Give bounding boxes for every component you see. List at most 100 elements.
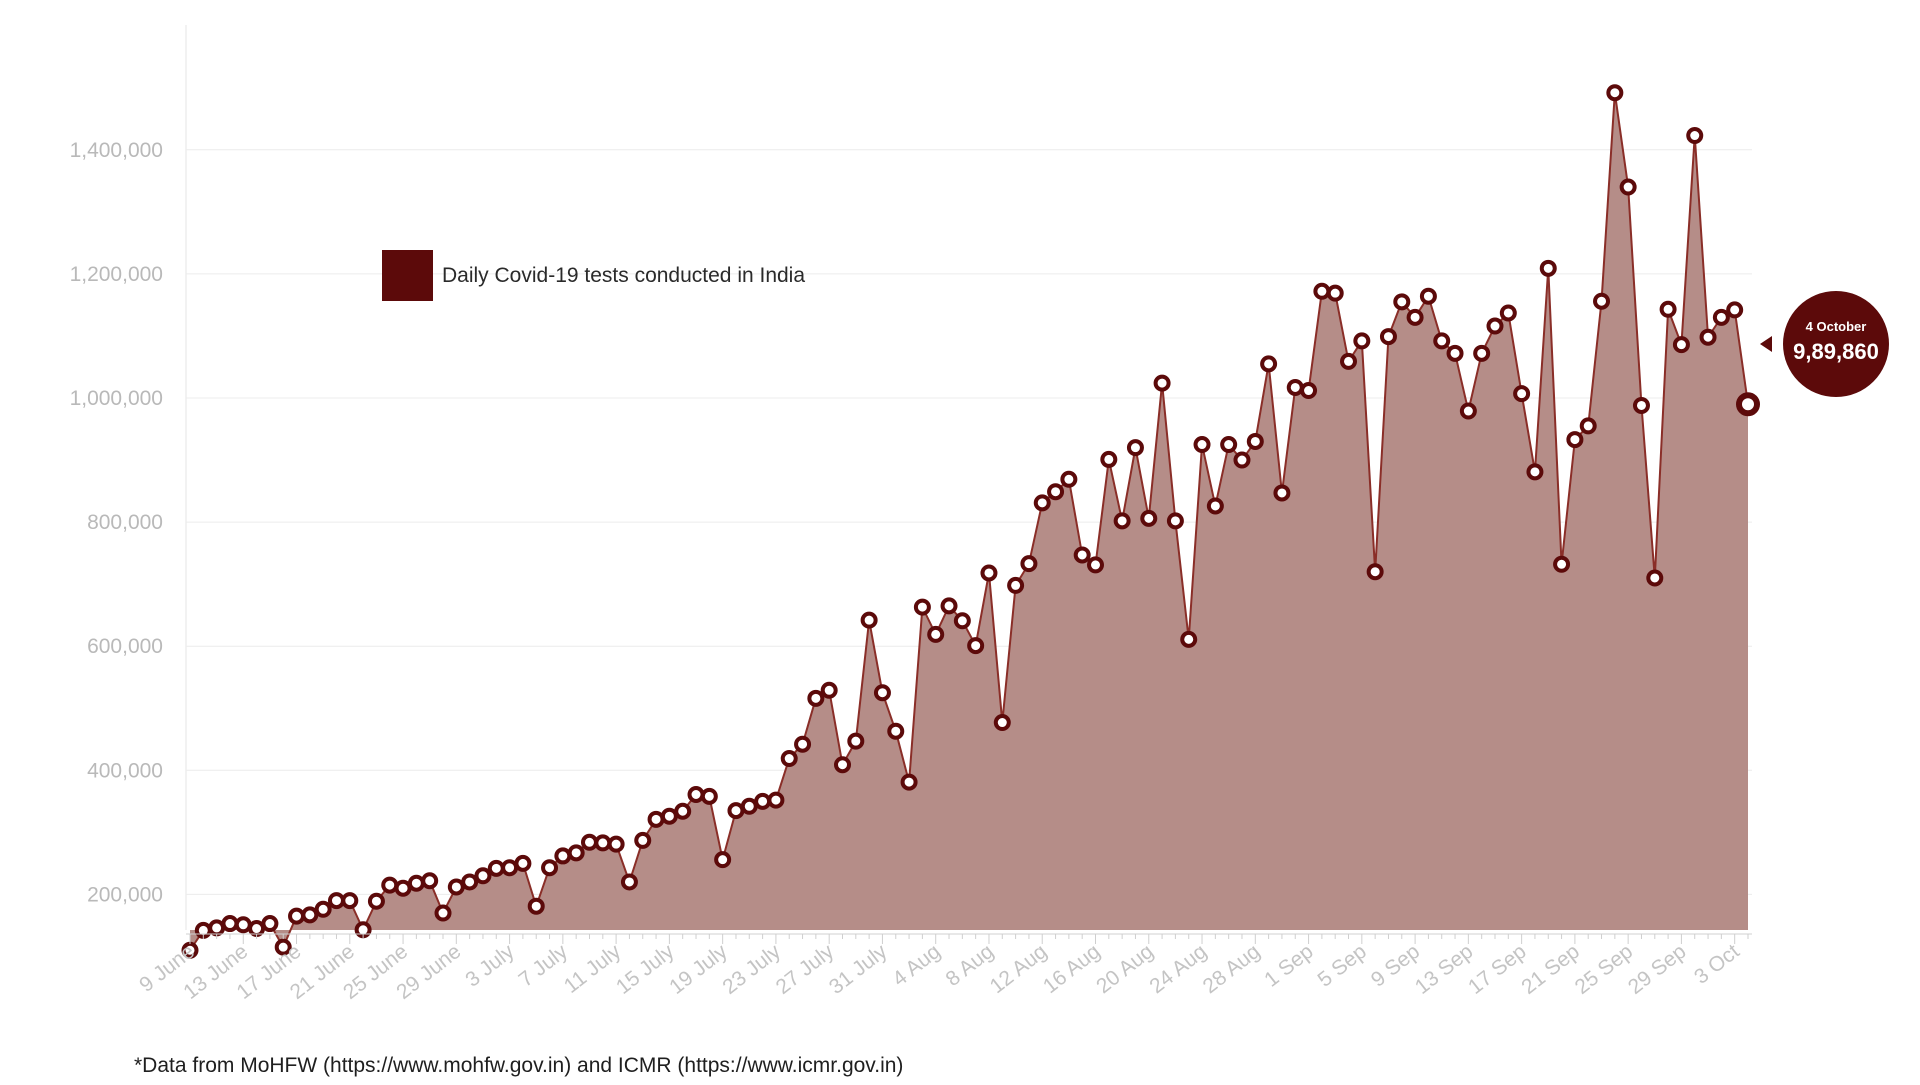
x-tick-label: 1 Sep [1260,940,1317,992]
data-point [1047,483,1065,501]
data-point [1060,470,1078,488]
data-point [1166,512,1184,530]
data-point [1513,385,1531,403]
x-tick-label: 31 July [825,940,892,999]
data-point [1566,431,1584,449]
data-point [1606,84,1624,102]
data-point [1712,308,1730,326]
data-point [794,735,812,753]
data-point [541,859,559,877]
x-tick-label: 4 Aug [888,940,945,991]
data-point [1007,576,1025,594]
data-point [1206,497,1224,515]
data-point [1100,450,1118,468]
data-point [1406,308,1424,326]
data-point [1246,432,1264,450]
data-point [1499,304,1517,322]
data-point [1180,630,1198,648]
data-point [580,833,598,851]
data-point [980,564,998,582]
data-point [900,773,918,791]
data-point [834,756,851,774]
y-tick-label: 1,000,000 [70,387,163,410]
series-line [189,92,1749,951]
data-point [1366,563,1384,581]
data-point [1260,355,1278,373]
data-point [1553,555,1571,573]
data-point [1473,344,1491,362]
x-tick-label: 13 Sep [1411,940,1478,999]
data-points [181,84,1760,959]
data-point [394,879,412,897]
data-point [674,802,692,820]
data-point [780,750,798,768]
data-point [940,597,958,615]
data-point [501,859,519,877]
data-point [607,835,625,853]
y-axis: 200,000 400,000 600,000 800,000 1,000,000 1,2… [70,139,163,907]
data-point [367,892,385,910]
legend-swatch [382,250,433,301]
callout-value: 9,89,860 [1793,339,1879,364]
x-tick-label: 3 Oct [1690,940,1744,989]
data-point [447,878,465,896]
data-point [288,907,306,925]
data-point [567,844,585,862]
data-point [1113,512,1131,530]
data-point [1672,336,1690,354]
data-point [381,876,399,894]
data-point [1433,332,1451,350]
x-tick-label: 21 Sep [1517,940,1584,999]
data-point [327,892,345,910]
data-point [527,897,545,915]
data-point [274,938,292,956]
x-tick-label: 5 Sep [1313,940,1370,992]
data-point [1087,556,1104,574]
legend: Daily Covid-19 tests conducted in India [382,250,805,301]
data-point [727,802,745,820]
x-tick-label: 28 Aug [1199,940,1265,998]
data-point [221,915,239,933]
data-point [248,920,266,938]
data-point [927,625,945,643]
data-point [660,807,678,825]
x-tick-label: 23 July [718,940,785,999]
x-tick-label: 24 Aug [1145,940,1211,998]
data-point [1233,451,1251,469]
data-point [1073,546,1091,564]
data-point [873,684,891,702]
data-point [234,916,252,934]
data-point [1193,436,1211,454]
data-point [461,873,479,891]
data-point [634,831,652,849]
data-point [1020,555,1038,573]
data-point [647,810,665,828]
data-point [301,906,319,924]
data-point [514,854,532,872]
data-point [754,792,772,810]
area-fill [190,92,1748,951]
data-point [1273,484,1291,502]
data-point [434,904,452,922]
data-point [740,797,758,815]
data-point [1526,463,1544,481]
source-footnote: *Data from MoHFW (https://www.mohfw.gov.… [134,1054,903,1077]
data-point [1326,284,1344,302]
data-point [261,915,279,933]
x-tick-label: 19 July [665,940,732,999]
x-tick-label: 12 Aug [986,940,1052,998]
data-point [1486,317,1504,335]
data-point [1393,293,1411,311]
data-point [1126,439,1144,457]
data-point [554,847,572,865]
x-tick-label: 25 Sep [1571,940,1638,999]
callout-date: 4 October [1806,319,1867,334]
data-point [1300,382,1318,400]
data-point [847,732,865,750]
data-point [1446,344,1464,362]
y-tick-label: 400,000 [87,759,163,782]
area-series [189,92,1749,951]
